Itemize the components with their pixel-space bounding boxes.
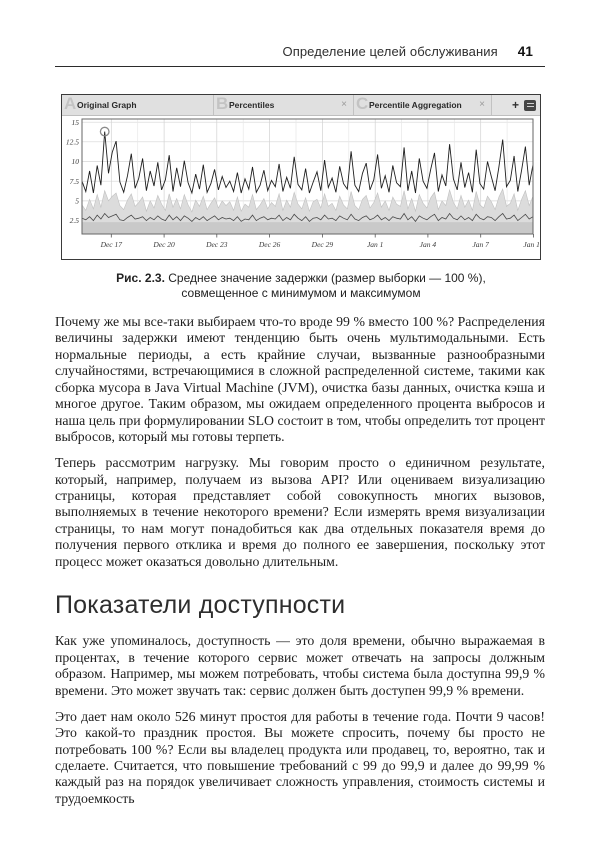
tab-bar-buttons: + <box>512 95 540 115</box>
tab-percentiles[interactable]: B Percentiles × <box>214 95 354 115</box>
header-rule <box>55 66 545 67</box>
running-head: Определение целей обслуживания 41 <box>55 44 545 59</box>
svg-text:7.5: 7.5 <box>70 177 80 186</box>
figure-caption: Рис. 2.3. Среднее значение задержки (раз… <box>61 271 541 301</box>
page-number: 41 <box>517 44 533 59</box>
tab-original-graph[interactable]: A Original Graph <box>62 95 214 115</box>
svg-text:Dec 20: Dec 20 <box>152 240 175 249</box>
tab-ghost-letter: C <box>356 95 369 113</box>
body-text: Почему же мы все-таки выбираем что-то вр… <box>55 314 545 807</box>
svg-text:2.5: 2.5 <box>70 216 80 225</box>
chart-screenshot-frame: A Original Graph B Percentiles × C Perce… <box>61 94 544 260</box>
tab-label: Percentiles <box>229 100 275 110</box>
figure-caption-line2: совмещенное с минимумом и максимумом <box>181 286 421 300</box>
svg-text:Jan 1: Jan 1 <box>367 240 383 249</box>
svg-text:12.5: 12.5 <box>66 137 79 146</box>
body-paragraph: Это дает нам около 526 минут простоя для… <box>55 708 545 806</box>
svg-text:15: 15 <box>72 118 80 127</box>
svg-text:Dec 29: Dec 29 <box>311 240 334 249</box>
body-paragraph: Как уже упоминалось, доступность — это д… <box>55 633 545 698</box>
latency-chart-svg: 15 12.5 10 7.5 5 2.5 Dec 17 Dec 20 Dec 23 Dec 26 D… <box>66 118 544 249</box>
svg-text:10: 10 <box>72 157 80 166</box>
tab-label: Percentile Aggregation <box>369 100 462 110</box>
svg-text:Dec 17: Dec 17 <box>100 240 123 249</box>
svg-text:Jan 4: Jan 4 <box>420 240 437 249</box>
svg-text:Dec 23: Dec 23 <box>205 240 228 249</box>
close-tab-icon[interactable]: × <box>341 99 347 110</box>
figure-caption-label: Рис. 2.3. <box>116 271 165 285</box>
svg-text:5: 5 <box>75 197 79 206</box>
tab-ghost-letter: A <box>64 95 77 113</box>
body-paragraph: Почему же мы все-таки выбираем что-то вр… <box>55 314 545 445</box>
chart-tab-bar: A Original Graph B Percentiles × C Perce… <box>62 95 540 116</box>
tab-label: Original Graph <box>77 100 137 110</box>
svg-text:Jan 7: Jan 7 <box>472 240 489 249</box>
svg-text:Jan 10: Jan 10 <box>523 240 539 249</box>
body-paragraph: Теперь рассмотрим нагрузку. Мы говорим п… <box>55 455 545 569</box>
close-tab-icon[interactable]: × <box>479 99 485 110</box>
svg-text:Dec 26: Dec 26 <box>258 240 281 249</box>
running-head-title: Определение целей обслуживания <box>282 44 498 59</box>
figure-2-3: A Original Graph B Percentiles × C Perce… <box>61 94 544 301</box>
list-menu-icon[interactable] <box>524 99 536 111</box>
section-heading: Показатели доступности <box>55 591 346 620</box>
add-tab-button[interactable]: + <box>511 98 519 112</box>
tab-percentile-aggregation[interactable]: C Percentile Aggregation × <box>354 95 492 115</box>
tab-ghost-letter: B <box>216 95 229 113</box>
latency-chart: 15 12.5 10 7.5 5 2.5 Dec 17 Dec 20 Dec 23 Dec 26 D… <box>62 116 544 259</box>
figure-caption-line1: Среднее значение задержки (размер выборк… <box>168 271 486 285</box>
